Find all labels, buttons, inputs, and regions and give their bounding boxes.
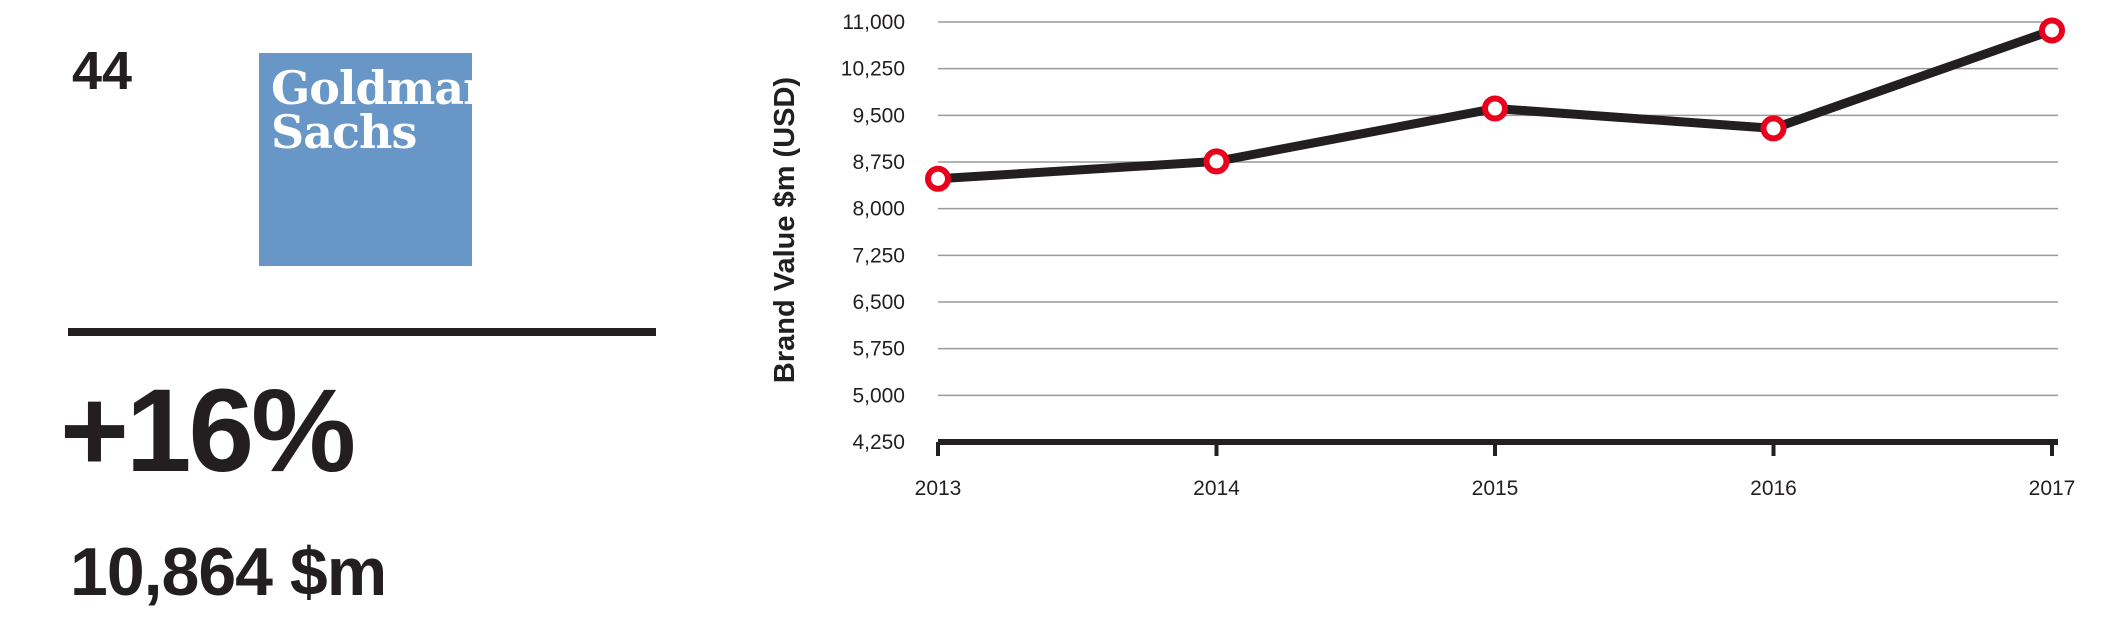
logo-text-line2: Sachs (271, 105, 417, 159)
x-tick-label: 2017 (2029, 477, 2076, 500)
y-tick-label: 5,000 (852, 384, 905, 407)
data-point (2039, 17, 2065, 44)
data-points (925, 17, 2065, 192)
y-tick-labels: 11,000 10,250 9,500 8,750 8,000 7,250 6,500 5,7… (841, 11, 905, 454)
y-tick-label: 4,250 (852, 431, 905, 454)
y-tick-label: 8,750 (852, 151, 905, 174)
y-tick-label: 11,000 (842, 11, 905, 34)
y-tick-label: 7,250 (852, 244, 905, 267)
y-tick-label: 9,500 (852, 104, 905, 127)
y-tick-label: 6,500 (852, 291, 905, 314)
y-axis-label: Brand Value $m (USD) (769, 77, 801, 383)
x-tick-label: 2013 (915, 477, 962, 500)
x-tick-labels: 2013 2014 2015 2016 2017 (915, 477, 2076, 500)
goldman-sachs-logo: Goldman Sachs (259, 53, 497, 266)
divider-line (68, 328, 656, 336)
logo-text-line1: Goldman (271, 61, 497, 115)
data-point (1203, 148, 1230, 175)
gridlines (938, 21, 2058, 397)
brand-value-total: 10,864 $m (70, 534, 387, 610)
y-tick-label: 10,250 (841, 58, 905, 81)
y-tick-label: 5,750 (852, 338, 905, 361)
data-point (1760, 115, 1787, 142)
y-tick-label: 8,000 (852, 198, 905, 221)
x-tick-label: 2014 (1193, 477, 1240, 500)
data-point (925, 165, 951, 192)
brand-value-change: +16% (60, 365, 356, 497)
rank-number: 44 (72, 41, 133, 101)
x-tick-label: 2016 (1750, 477, 1797, 500)
x-tick-label: 2015 (1472, 477, 1519, 500)
x-axis (936, 439, 2058, 456)
data-point (1482, 95, 1508, 122)
